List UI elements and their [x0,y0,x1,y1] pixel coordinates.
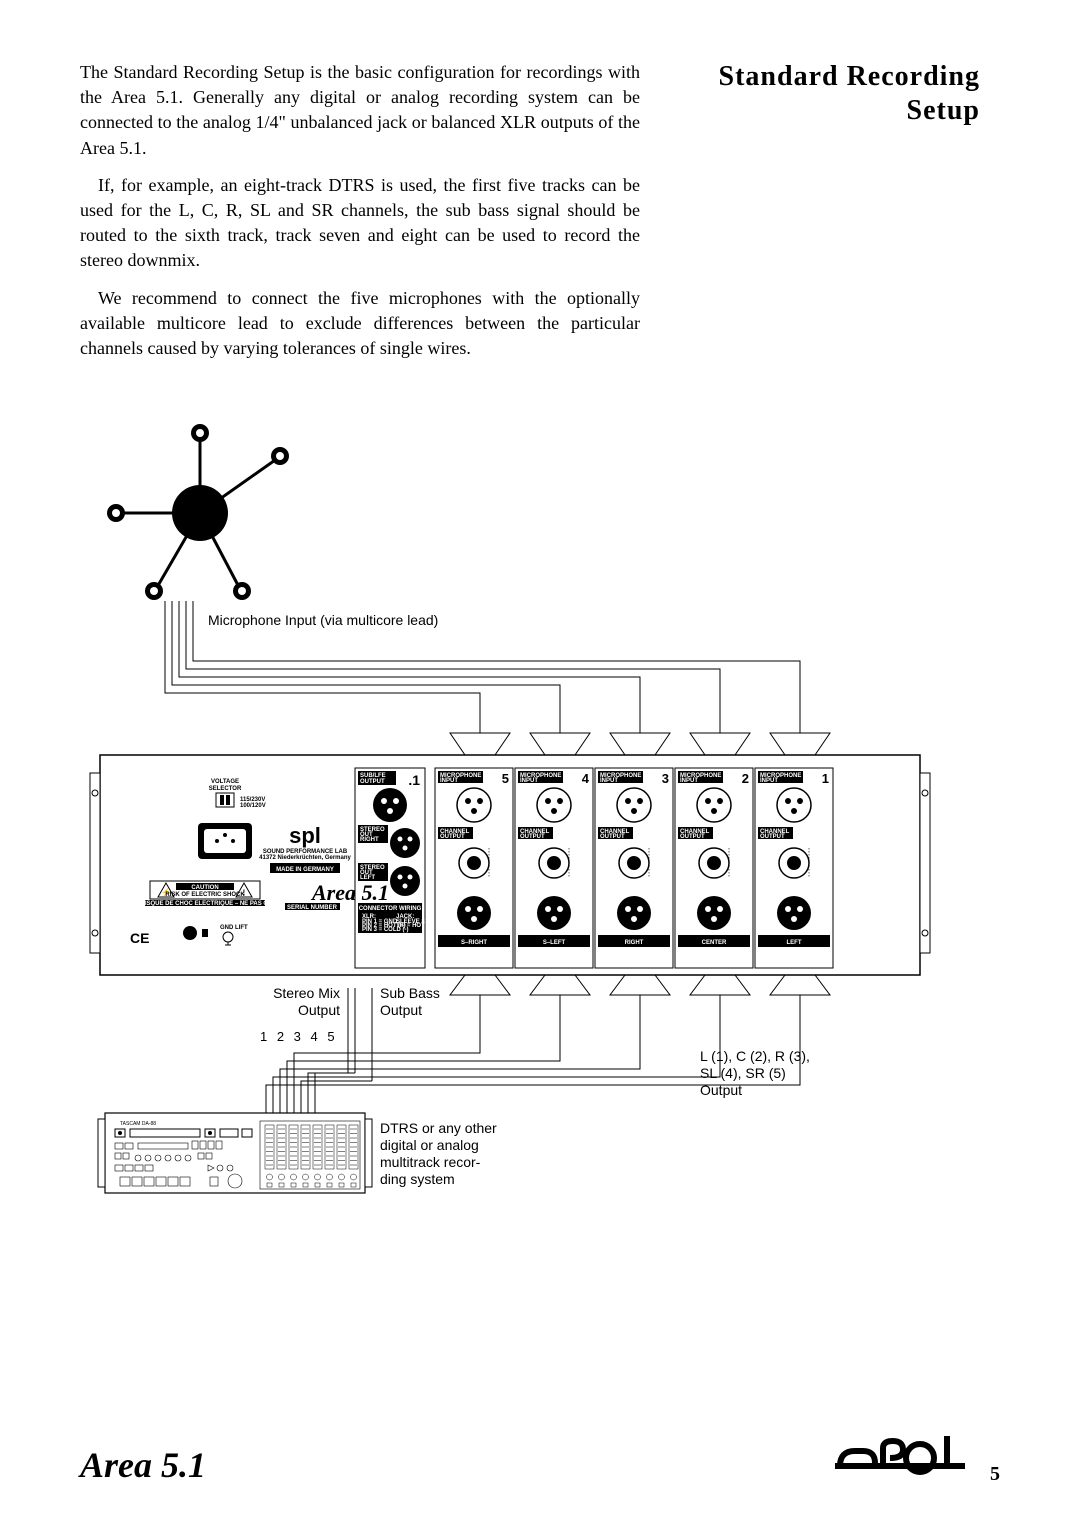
svg-text:S–LEFT: S–LEFT [543,940,566,946]
svg-text:INPUT: INPUT [600,778,618,784]
svg-text:multitrack recor-: multitrack recor- [380,1154,481,1170]
svg-text:OUTPUT: OUTPUT [760,834,785,840]
svg-text:RISK OF ELECTRIC SHOCK: RISK OF ELECTRIC SHOCK [165,892,245,898]
svg-text:GND LIFT: GND LIFT [220,925,248,931]
svg-text:L (1), C (2), R (3),: L (1), C (2), R (3), [700,1048,810,1064]
para1: The Standard Recording Setup is the basi… [80,60,640,161]
title-line2: Setup [907,95,980,126]
page-footer: Area 5.1 5 [80,1436,1000,1486]
svg-text:OUTPUT: OUTPUT [680,834,705,840]
svg-text:VOLTAGE: VOLTAGE [211,779,239,785]
body-text: The Standard Recording Setup is the basi… [80,60,640,373]
svg-text:CENTER: CENTER [702,940,727,946]
svg-text:2: 2 [742,771,749,786]
area51-rear-panel: VOLTAGE SELECTOR 115/230V 100/120V spl S… [90,755,930,975]
svg-text:Stereo Mix: Stereo Mix [273,985,340,1001]
section-title: Standard Recording Setup [670,60,980,373]
svg-text:Area 5.1: Area 5.1 [310,880,389,905]
svg-text:LEFT: LEFT [360,875,375,881]
svg-text:SL (4), SR (5): SL (4), SR (5) [700,1065,786,1081]
svg-text:RIGHT: RIGHT [360,837,379,843]
svg-text:OUTPUT: OUTPUT [600,834,625,840]
svg-text:Sub Bass: Sub Bass [380,985,440,1001]
svg-text:S–RIGHT: S–RIGHT [461,940,487,946]
svg-text:RIGHT: RIGHT [625,940,644,946]
mic-cable-lines [165,601,193,628]
para2: If, for example, an eight-track DTRS is … [80,173,640,274]
svg-text:spl: spl [289,823,321,848]
svg-text:AVIS: RISQUE DE CHOC ELECTRIQU: AVIS: RISQUE DE CHOC ELECTRIQUE – NE PAS… [123,901,287,907]
svg-text:OUTPUT: OUTPUT [520,834,545,840]
svg-text:TASCAM DA-88: TASCAM DA-88 [120,1121,156,1127]
svg-text:MADE IN GERMANY: MADE IN GERMANY [276,867,334,873]
svg-text:OUTPUT: OUTPUT [440,834,465,840]
svg-text:INPUT: INPUT [760,778,778,784]
para3: We recommend to connect the five microph… [80,286,640,362]
svg-text:41372 Niederkrüchten, Germany: 41372 Niederkrüchten, Germany [259,855,351,861]
svg-text:ding system: ding system [380,1171,455,1187]
mic-array-icon [107,424,289,600]
svg-text:LEFT: LEFT [787,940,802,946]
svg-text:.1: .1 [408,772,420,788]
svg-text:SELECTOR: SELECTOR [209,786,242,792]
svg-text:3: 3 [662,771,669,786]
svg-text:INPUT: INPUT [680,778,698,784]
mic-input-label: Microphone Input (via multicore lead) [208,612,438,628]
svg-text:TIP = HOT (+): TIP = HOT (+) [396,923,434,929]
svg-text:100/120V: 100/120V [240,803,266,809]
output-wedges [450,975,830,995]
svg-text:1 2 3 4 5: 1 2 3 4 5 [260,1029,338,1044]
title-line1: Standard Recording [719,61,980,92]
multitrack-recorder: TASCAM DA-88 [98,1113,372,1193]
svg-text:digital or analog: digital or analog [380,1137,479,1153]
svg-text:OUTPUT: OUTPUT [360,779,385,785]
svg-text:Output: Output [700,1082,742,1098]
svg-text:4: 4 [582,771,590,786]
svg-text:CE: CE [130,930,149,946]
svg-text:CAUTION: CAUTION [191,885,218,891]
connection-diagram: Microphone Input (via multicore lead) [80,413,1000,1293]
footer-product-name: Area 5.1 [80,1444,206,1486]
svg-text:Output: Output [298,1002,340,1018]
svg-text:5: 5 [502,771,509,786]
svg-text:INPUT: INPUT [440,778,458,784]
svg-text:Output: Output [380,1002,422,1018]
spl-logo-icon [835,1436,965,1486]
mic-routing-lines [165,628,830,755]
svg-text:DTRS or any other: DTRS or any other [380,1120,497,1136]
svg-text:1: 1 [822,771,829,786]
svg-text:SERIAL NUMBER: SERIAL NUMBER [287,905,338,911]
svg-text:INPUT: INPUT [520,778,538,784]
page-number: 5 [990,1463,1000,1486]
